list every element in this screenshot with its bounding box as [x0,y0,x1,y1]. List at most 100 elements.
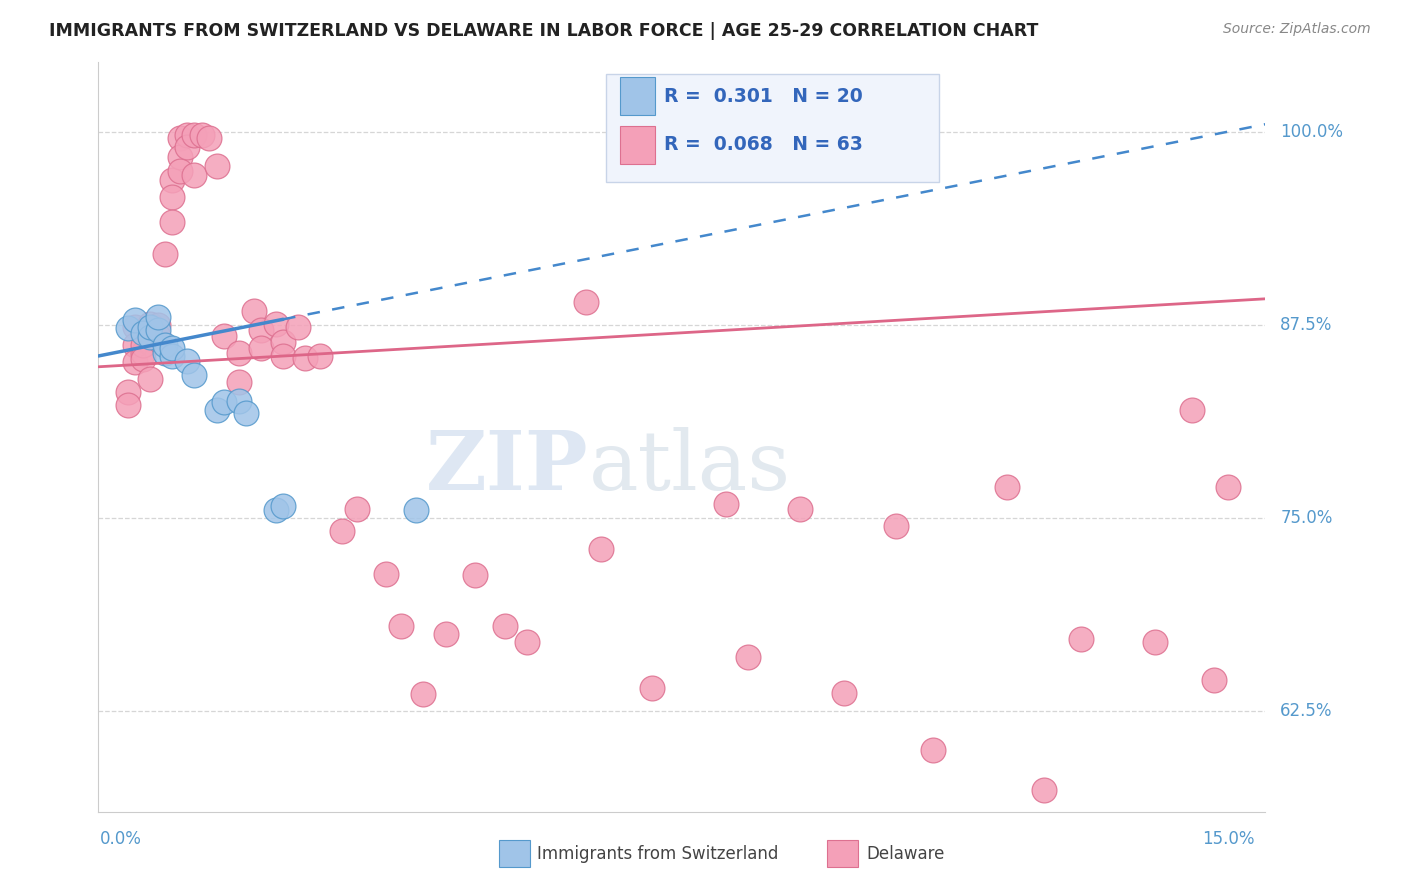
Point [250,341,273,355]
Text: Delaware: Delaware [866,845,945,863]
Point [271,499,294,513]
Point [716,497,738,511]
Point [789,502,811,516]
Point [375,566,398,581]
Point [589,542,612,557]
Point [169,131,191,145]
Point [153,247,176,261]
Point [287,319,309,334]
Point [191,128,214,142]
Point [737,650,759,665]
Text: R =  0.068   N = 63: R = 0.068 N = 63 [665,136,863,154]
Point [139,372,162,386]
Point [575,294,598,309]
Point [183,168,205,182]
Point [117,321,139,335]
Point [139,330,162,344]
Point [146,323,169,337]
Point [124,355,146,369]
Point [405,503,427,517]
Point [146,318,169,332]
Point [516,634,538,648]
FancyBboxPatch shape [606,74,939,182]
Point [176,128,198,142]
Point [1070,632,1092,646]
FancyBboxPatch shape [620,126,655,163]
Point [995,480,1018,494]
Point [117,384,139,399]
Point [132,326,155,340]
Point [494,619,516,633]
Point [169,150,191,164]
Point [139,319,162,334]
Point [1143,634,1166,648]
Point [309,349,332,363]
Point [146,329,169,343]
Point [162,341,184,355]
Text: Immigrants from Switzerland: Immigrants from Switzerland [537,845,779,863]
Point [212,329,235,343]
Point [205,159,228,173]
Point [250,323,273,337]
Point [1218,480,1240,494]
Point [183,128,205,142]
Point [124,313,146,327]
Point [162,173,184,187]
Text: atlas: atlas [589,427,790,507]
Point [1202,673,1225,688]
Point [124,338,146,352]
Point [176,353,198,368]
Point [153,338,176,352]
Point [198,131,221,145]
Point [162,349,184,363]
Point [205,403,228,417]
Point [1180,403,1202,417]
Point [464,568,486,582]
Point [834,686,856,700]
Point [271,349,294,363]
Point [922,743,945,757]
Text: 87.5%: 87.5% [1281,316,1333,334]
Point [183,368,205,382]
Point [1032,783,1054,797]
Point [139,317,162,331]
Point [641,681,664,695]
Point [146,310,169,325]
Point [132,338,155,352]
Text: 0.0%: 0.0% [100,830,142,848]
Point [132,346,155,360]
Point [228,346,250,360]
Text: IMMIGRANTS FROM SWITZERLAND VS DELAWARE IN LABOR FORCE | AGE 25-29 CORRELATION C: IMMIGRANTS FROM SWITZERLAND VS DELAWARE … [49,22,1039,40]
Text: Source: ZipAtlas.com: Source: ZipAtlas.com [1223,22,1371,37]
Point [264,317,287,331]
Point [153,346,176,360]
Text: 75.0%: 75.0% [1281,509,1333,527]
Text: 15.0%: 15.0% [1202,830,1254,848]
Text: ZIP: ZIP [426,427,589,507]
FancyBboxPatch shape [620,78,655,115]
Point [235,406,257,420]
Point [132,352,155,367]
Point [162,190,184,204]
Point [264,503,287,517]
Point [212,395,235,409]
Point [294,351,316,365]
Text: 62.5%: 62.5% [1281,702,1333,721]
Point [389,619,412,633]
Point [434,627,457,641]
Point [228,393,250,408]
Point [117,398,139,412]
Point [176,140,198,154]
Point [346,502,368,516]
Point [271,334,294,349]
Text: 100.0%: 100.0% [1281,123,1343,141]
Point [169,163,191,178]
Point [124,319,146,334]
Point [228,376,250,390]
Point [330,524,353,538]
Text: R =  0.301   N = 20: R = 0.301 N = 20 [665,87,863,105]
Point [412,687,434,701]
Point [884,519,907,533]
Point [162,214,184,228]
Point [242,304,264,318]
